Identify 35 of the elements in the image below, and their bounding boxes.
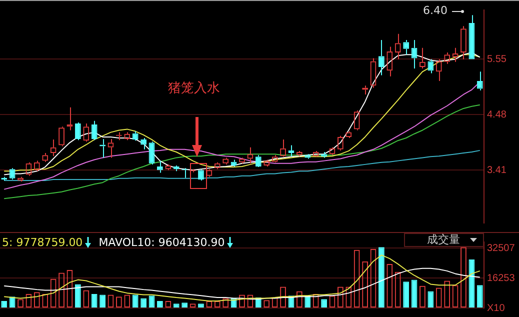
y-tick-label: 3.41 [487,164,507,176]
candlestick [140,138,147,150]
candlestick [74,122,81,141]
y-tick-label: X10 [487,302,506,314]
bar [132,294,138,308]
candlestick [157,160,163,174]
bar [148,296,155,308]
y-tick-label: 4.48 [487,109,507,120]
bar [100,294,106,308]
bar [468,260,475,308]
y-tick-label: 5.55 [487,54,507,65]
candlestick [230,159,237,168]
candlestick [468,14,475,60]
bar [476,285,483,308]
annotation: 猪笼入水 [168,80,220,97]
y-tick-label: 32507 [487,242,516,254]
y-tick-label: 16253 [487,272,516,284]
bar [9,296,16,308]
bar [403,282,410,308]
annotation: 6.40 [423,4,448,17]
bar [91,294,98,308]
bar [378,247,384,308]
candlestick [9,168,16,180]
text: 5: 9778759.00 [2,236,83,249]
chart-title: 成交量 [427,233,460,246]
candlestick [378,40,384,76]
text: MAVOL10: 9604130.90 [98,236,225,249]
candlestick [428,58,434,74]
bar [428,291,434,308]
bar [304,296,311,308]
candlestick [132,130,138,142]
bar [74,284,81,308]
candlestick [255,154,262,167]
candlestick [91,120,98,141]
candlestick [148,141,155,165]
